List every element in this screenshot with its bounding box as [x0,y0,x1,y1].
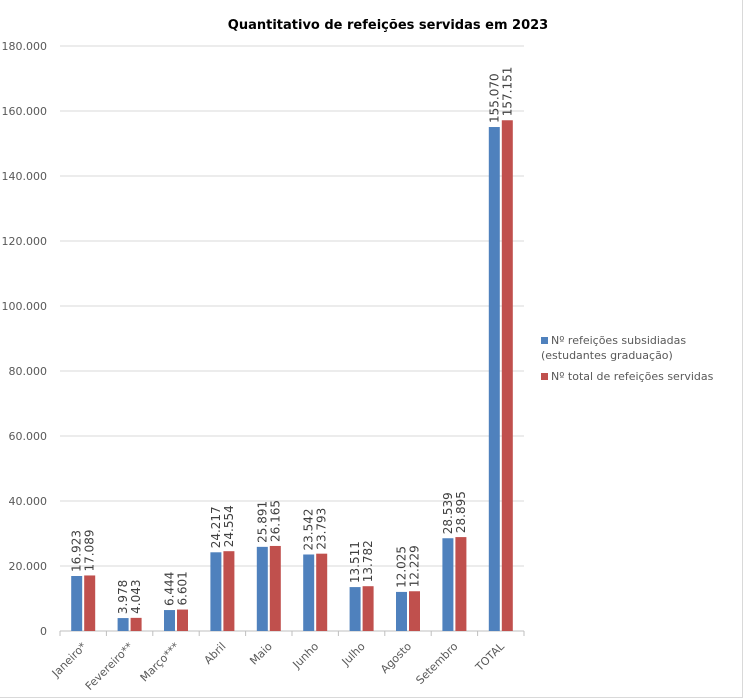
data-label: 28.895 [454,491,468,533]
data-label: 16.923 [70,530,84,572]
x-category-label: Agosto [378,640,414,676]
y-tick-label: 160.000 [2,105,48,118]
y-tick-label: 80.000 [9,365,48,378]
bar-total [501,120,513,631]
data-label: 13.511 [348,541,362,583]
legend-label: Nº refeições subsidiadas (estudantes gra… [541,334,687,362]
bar-subsidized [164,610,175,631]
data-label: 4.043 [129,580,143,614]
x-category-label: Julho [339,640,368,669]
bar-subsidized [210,552,222,631]
bar-subsidized [442,538,454,631]
bar-subsidized [117,618,129,631]
bar-subsidized [256,546,268,631]
data-label: 6.601 [176,571,190,605]
bar-total [409,591,420,631]
data-label: 3.978 [116,580,130,614]
data-label: 23.542 [302,508,316,550]
data-label: 23.793 [315,508,329,550]
bar-total [455,537,467,631]
chart-title: Quantitativo de refeições servidas em 20… [228,18,548,33]
y-tick-label: 100.000 [2,300,48,313]
bar-subsidized [303,554,315,631]
x-category-label: Maio [247,640,275,668]
x-category-label: Fevereiro** [83,640,136,693]
data-label: 6.444 [163,572,177,606]
bar-total [223,551,235,631]
y-tick-label: 0 [40,625,47,638]
bar-subsidized [396,591,407,631]
y-tick-label: 140.000 [2,170,48,183]
bar-subsidized [488,127,500,632]
bar-subsidized [71,576,83,631]
bar-total [84,575,96,631]
data-label: 13.782 [361,540,375,582]
data-label: 24.217 [209,506,223,548]
legend-swatch-red [541,373,548,380]
y-tick-label: 180.000 [2,40,48,53]
y-tick-label: 40.000 [9,495,48,508]
bar-subsidized [349,587,361,631]
y-tick-label: 120.000 [2,235,48,248]
x-category-label: Setembro [413,640,460,687]
legend-label: Nº total de refeições servidas [551,370,714,383]
bar-total [177,609,188,631]
data-label: 157.151 [500,67,514,117]
data-label: 25.891 [255,501,269,543]
x-category-label: Março*** [138,640,183,685]
y-tick-label: 60.000 [9,430,48,443]
x-category-label: Janeiro* [49,640,90,681]
bar-total [130,617,142,631]
x-category-label: Abril [202,640,229,667]
data-label: 26.165 [268,500,282,542]
data-label: 12.229 [408,545,422,587]
data-label: 17.089 [83,529,97,571]
data-label: 24.554 [222,505,236,547]
bar-total [362,586,374,631]
x-category-label: TOTAL [472,639,507,674]
x-category-label: Junho [290,640,322,672]
legend-swatch-blue [541,337,548,344]
bar-total [269,545,281,631]
y-tick-label: 20.000 [9,560,48,573]
legend-item-total: Nº total de refeições servidas [541,369,741,384]
data-label: 12.025 [395,546,409,588]
data-label: 28.539 [441,492,455,534]
bar-total [316,553,328,631]
data-label: 155.070 [487,73,501,123]
legend-item-subsidized: Nº refeições subsidiadas (estudantes gra… [541,333,741,363]
